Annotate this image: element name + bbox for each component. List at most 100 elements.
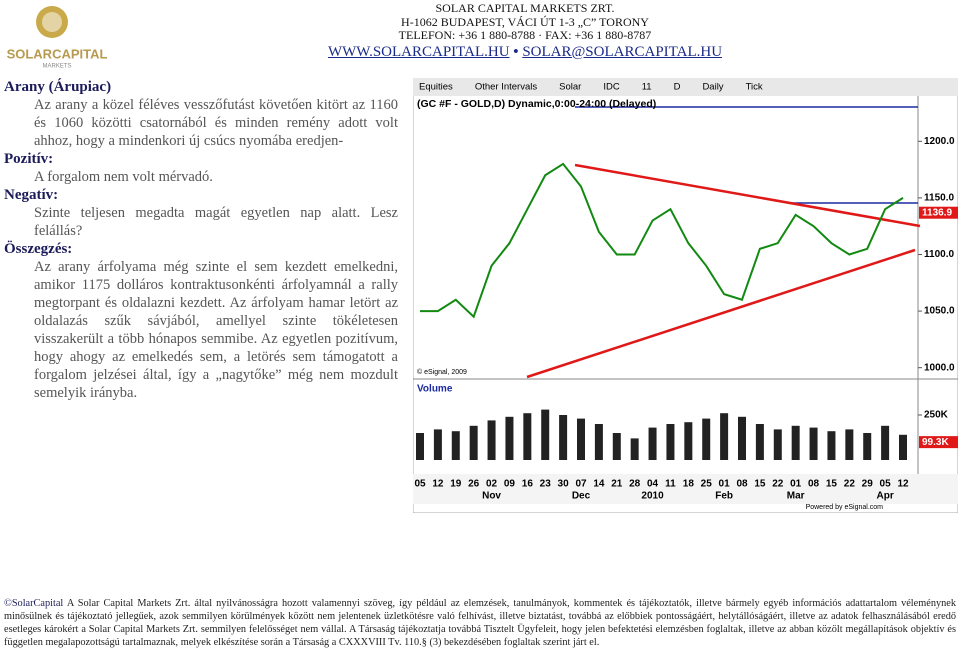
email[interactable]: SOLAR@SOLARCAPITAL.HU [522, 43, 723, 60]
toolbar-item[interactable]: Other Intervals [475, 82, 538, 93]
logo-text: SOLARCAPITAL [7, 46, 108, 61]
x-tick-label: 29 [862, 479, 874, 490]
y-tick-label: 1200.0 [924, 136, 955, 147]
section-heading: Negatív: [4, 187, 59, 203]
x-month-label: Feb [715, 491, 733, 502]
toolbar-item[interactable]: Tick [746, 82, 763, 93]
volume-last-label: 99.3K [922, 437, 949, 448]
logo-sub: MARKETS [42, 64, 71, 70]
x-tick-label: 11 [665, 479, 676, 490]
section-heading: Összegzés: [4, 241, 73, 257]
x-month-label: Dec [572, 491, 591, 502]
logo-sun-core [42, 12, 62, 32]
company: SOLAR CAPITAL MARKETS ZRT. [435, 1, 615, 15]
y-tick-label: 1150.0 [924, 193, 954, 204]
x-tick-label: 15 [826, 479, 838, 490]
web-line: WWW.SOLARCAPITAL.HU • SOLAR@SOLARCAPITAL… [300, 43, 750, 61]
x-tick-label: 04 [647, 479, 659, 490]
x-tick-label: 12 [897, 479, 909, 490]
last-price-box [919, 206, 958, 219]
x-tick-label: 12 [432, 479, 444, 490]
volume-bar [773, 429, 782, 460]
y-tick-label: 1050.0 [924, 306, 955, 317]
paragraph: A forgalom nem volt mérvadó. [34, 169, 213, 185]
last-price-label: 1136.9 [922, 207, 952, 218]
x-tick-label: 01 [719, 479, 731, 490]
x-tick-label: 08 [736, 479, 748, 490]
volume-bar [523, 413, 532, 460]
toolbar-item[interactable]: Equities [419, 82, 453, 93]
toolbar-item[interactable]: D [674, 82, 681, 93]
article: Arany (Árupiac) Az arany a közel féléves… [4, 78, 398, 402]
x-month-label: Mar [787, 491, 805, 502]
x-tick-label: 19 [450, 479, 462, 490]
chart: (GC #F - GOLD,D) Dynamic,0:00-24:00 (Del… [413, 78, 958, 513]
header: SOLAR CAPITAL MARKETS ZRT. H-1062 BUDAPE… [300, 1, 750, 61]
phone: TELEFON: +36 1 880-8788 · FAX: +36 1 880… [398, 28, 652, 42]
volume-bar [505, 416, 514, 460]
volume-last-box [919, 436, 958, 449]
separator: • [513, 43, 519, 60]
x-tick-label: 05 [414, 479, 426, 490]
volume-bar [720, 413, 729, 460]
x-tick-label: 21 [611, 479, 623, 490]
x-tick-label: 16 [522, 479, 534, 490]
y-tick-label: 1000.0 [924, 362, 955, 373]
copyright: © eSignal, 2009 [417, 368, 467, 376]
volume-bar [416, 433, 424, 460]
toolbar-item[interactable]: 11 [642, 82, 652, 93]
x-tick-label: 01 [790, 479, 802, 490]
toolbar-item[interactable]: Solar [559, 82, 581, 93]
x-tick-label: 08 [808, 479, 820, 490]
x-tick-label: 28 [629, 479, 641, 490]
volume-bar [899, 434, 907, 460]
x-tick-label: 22 [844, 479, 856, 490]
x-tick-label: 14 [593, 479, 605, 490]
x-tick-label: 05 [880, 479, 892, 490]
x-tick-label: 15 [754, 479, 766, 490]
powered: Powered by eSignal.com [806, 504, 884, 511]
volume-bar [791, 425, 800, 460]
volume-bar [684, 422, 693, 460]
footer-brand: ©SolarCapital [4, 598, 64, 609]
toolbar-item[interactable]: IDC [603, 82, 620, 93]
volume-bar [648, 427, 657, 460]
volume-bar [577, 418, 585, 460]
volume-bar [541, 409, 550, 460]
x-month-label: 2010 [641, 491, 664, 502]
trend-line [526, 248, 916, 379]
volume-bar [612, 433, 621, 460]
volume-bar [845, 429, 854, 460]
paragraph: Az arany árfolyama még szinte el sem kez… [34, 259, 398, 401]
x-tick-label: 23 [540, 479, 552, 490]
volume-bar [433, 429, 442, 460]
footer: ©SolarCapital A Solar Capital Markets Zr… [4, 597, 956, 649]
volume-title: Volume [417, 384, 453, 395]
x-month-label: Apr [876, 491, 893, 502]
article-title: Arany (Árupiac) [4, 79, 112, 95]
paragraph: Az arany a közel féléves vesszőfutást kö… [34, 97, 398, 149]
volume-bar [863, 433, 872, 460]
x-tick-label: 18 [683, 479, 695, 490]
volume-bar [451, 431, 460, 460]
toolbar-item[interactable]: Daily [702, 82, 723, 93]
volume-bar [755, 424, 764, 460]
volume-bar [559, 415, 568, 460]
date-axis-bg [413, 474, 958, 504]
section-heading: Pozitív: [4, 151, 54, 167]
price-line [420, 162, 904, 319]
volume-bar [487, 420, 496, 460]
chart-title: (GC #F - GOLD,D) Dynamic,0:00-24:00 (Del… [417, 98, 656, 110]
toolbar [413, 78, 958, 96]
volume-bar [469, 425, 478, 460]
footer-text: A Solar Capital Markets Zrt. által nyilv… [4, 598, 956, 648]
volume-bar [630, 438, 639, 460]
volume-bar [827, 431, 836, 460]
logo: SOLARCAPITAL MARKETS [7, 6, 108, 70]
trend-line [574, 163, 921, 228]
x-month-label: Nov [482, 491, 501, 502]
web[interactable]: WWW.SOLARCAPITAL.HU [327, 43, 510, 60]
volume-bar [666, 424, 675, 460]
x-tick-label: 09 [504, 479, 516, 490]
